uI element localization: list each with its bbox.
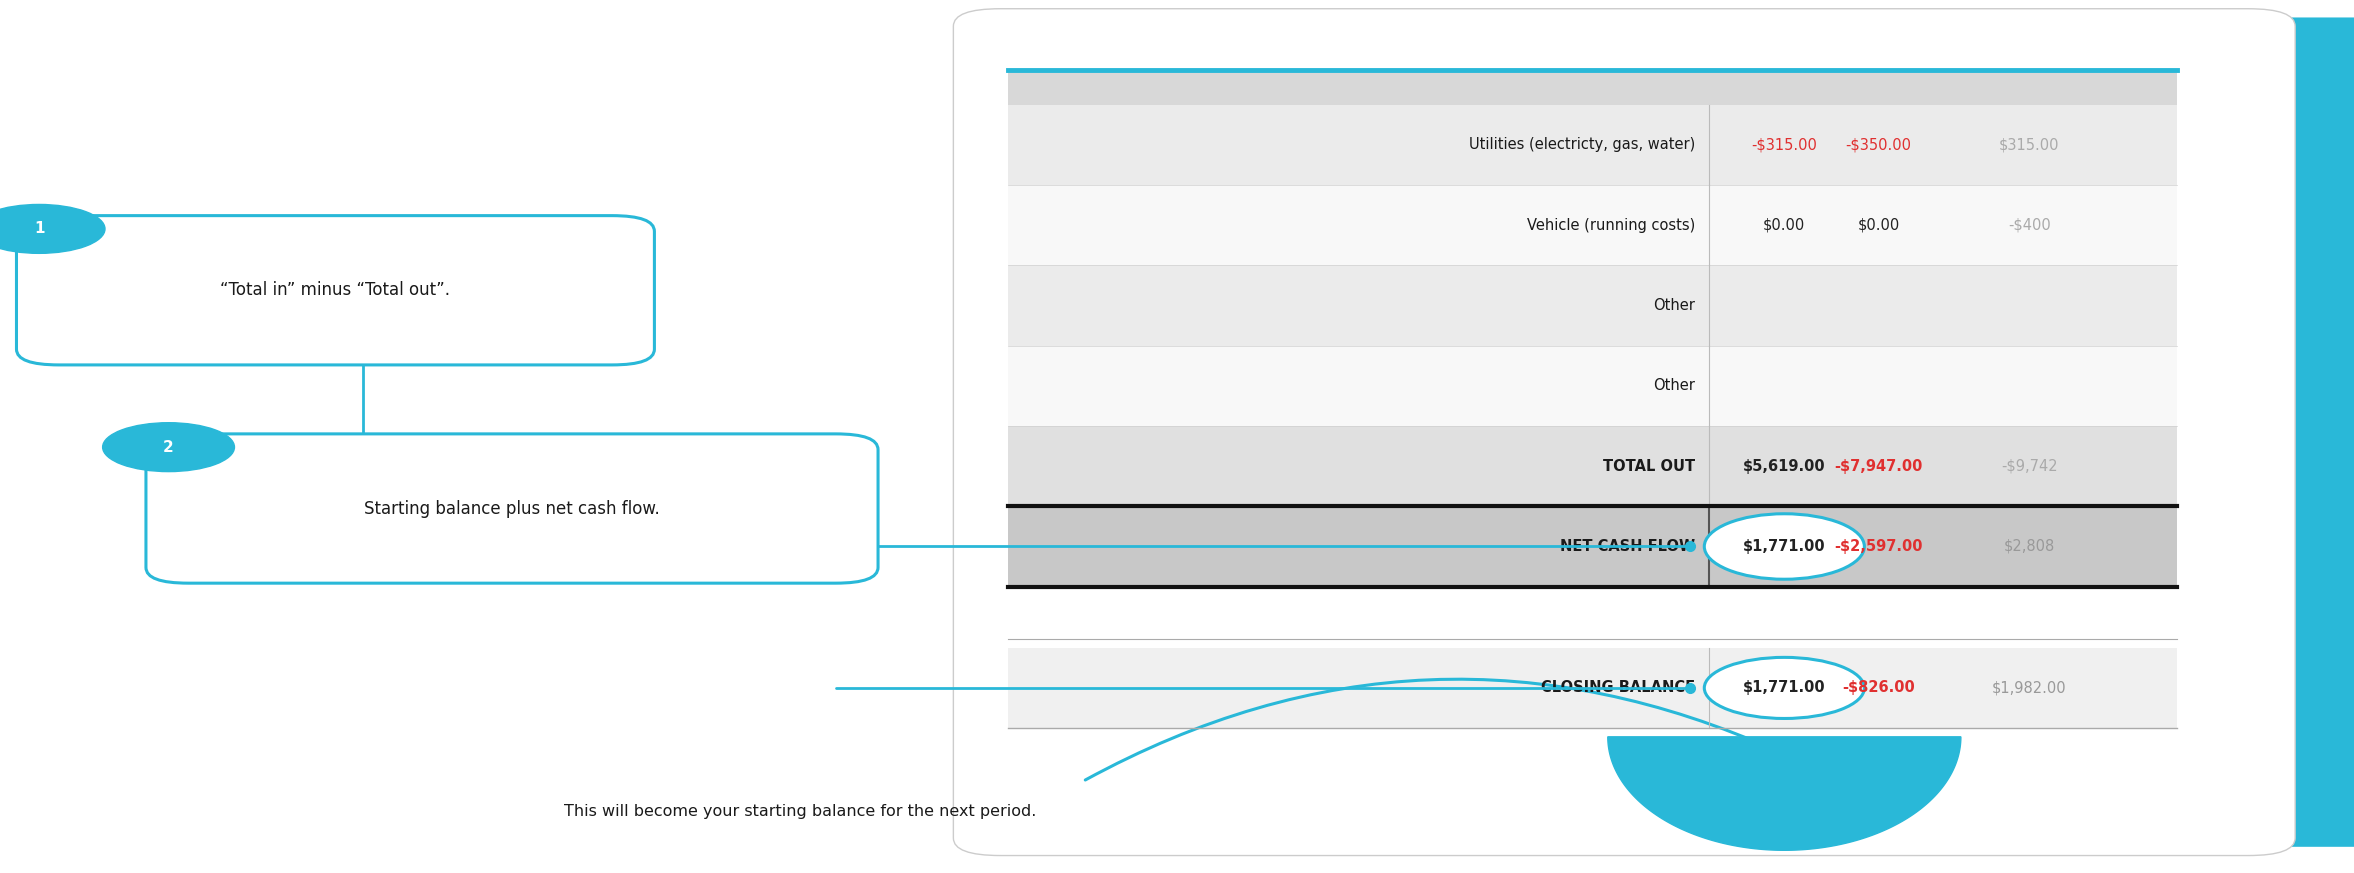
Text: $1,771.00: $1,771.00 <box>1742 539 1827 554</box>
Polygon shape <box>1608 737 1961 850</box>
Bar <box>1008 346 2177 426</box>
Text: $1,771.00: $1,771.00 <box>1742 680 1827 696</box>
Text: Starting balance plus net cash flow.: Starting balance plus net cash flow. <box>365 499 659 518</box>
Text: $1,982.00: $1,982.00 <box>1991 680 2067 696</box>
Text: “Total in” minus “Total out”.: “Total in” minus “Total out”. <box>221 281 450 299</box>
Text: -$315.00: -$315.00 <box>1751 137 1817 153</box>
Text: -$400: -$400 <box>2008 217 2050 233</box>
Circle shape <box>104 423 235 471</box>
Text: CLOSING BALANCE: CLOSING BALANCE <box>1542 680 1695 696</box>
Text: 2: 2 <box>162 440 174 455</box>
Text: -$2,597.00: -$2,597.00 <box>1834 539 1923 554</box>
Text: -$9,742: -$9,742 <box>2001 458 2057 474</box>
Text: -$826.00: -$826.00 <box>1843 680 1914 696</box>
Bar <box>1008 185 2177 265</box>
Text: -$350.00: -$350.00 <box>1846 137 1911 153</box>
Text: Other: Other <box>1653 298 1695 313</box>
Bar <box>1008 265 2177 346</box>
Bar <box>1008 105 2177 185</box>
Bar <box>1008 506 2177 587</box>
Text: This will become your starting balance for the next period.: This will become your starting balance f… <box>565 804 1036 820</box>
FancyBboxPatch shape <box>2177 17 2354 847</box>
Text: $5,619.00: $5,619.00 <box>1742 458 1827 474</box>
Text: -$7,947.00: -$7,947.00 <box>1834 458 1923 474</box>
FancyBboxPatch shape <box>16 216 654 365</box>
Text: Other: Other <box>1653 378 1695 394</box>
FancyBboxPatch shape <box>953 9 2295 856</box>
Text: NET CASH FLOW: NET CASH FLOW <box>1561 539 1695 554</box>
Bar <box>1008 648 2177 728</box>
Bar <box>1008 426 2177 506</box>
Bar <box>1008 70 2177 105</box>
Text: Vehicle (running costs): Vehicle (running costs) <box>1528 217 1695 233</box>
Ellipse shape <box>1704 513 1864 579</box>
Text: 1: 1 <box>33 222 45 237</box>
Text: $315.00: $315.00 <box>1999 137 2060 153</box>
Ellipse shape <box>1704 657 1864 718</box>
Text: TOTAL OUT: TOTAL OUT <box>1603 458 1695 474</box>
Text: $2,808: $2,808 <box>2003 539 2055 554</box>
Text: Utilities (electricty, gas, water): Utilities (electricty, gas, water) <box>1469 137 1695 153</box>
FancyBboxPatch shape <box>146 434 878 583</box>
Text: $0.00: $0.00 <box>1857 217 1900 233</box>
Text: $0.00: $0.00 <box>1763 217 1806 233</box>
Circle shape <box>0 204 106 253</box>
